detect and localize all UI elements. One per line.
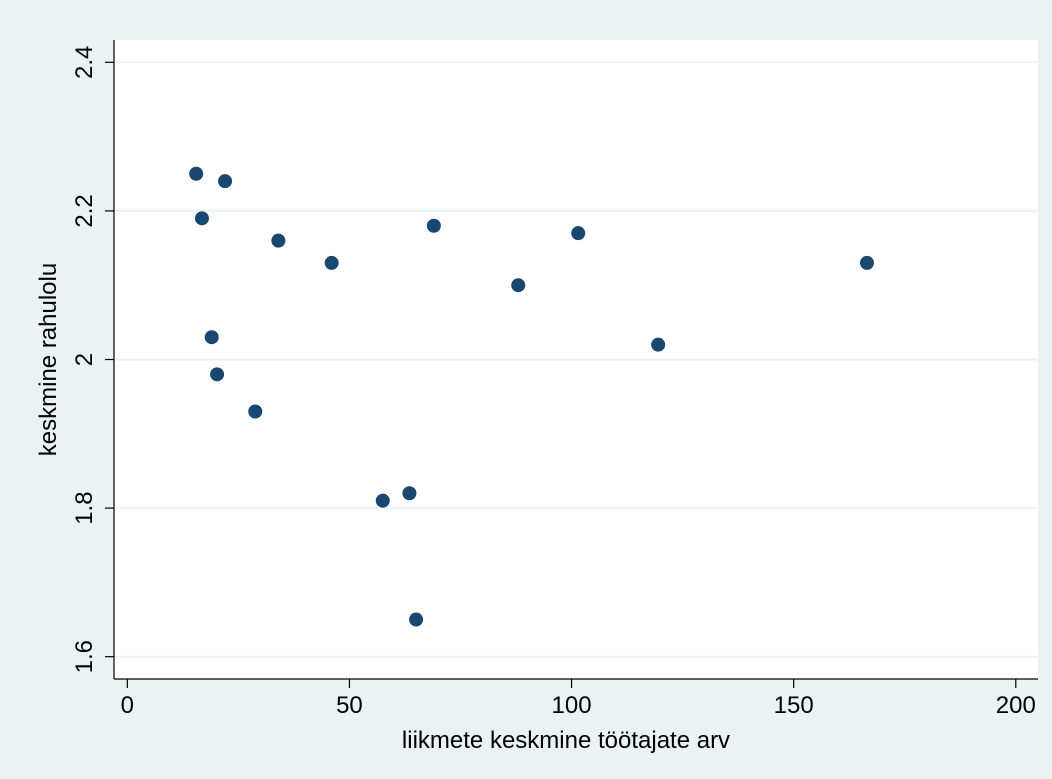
x-tick-label: 50 <box>336 692 363 719</box>
y-tick-label: 1.6 <box>71 640 98 673</box>
y-axis-title: keskmine rahulolu <box>35 263 62 456</box>
data-point <box>218 174 233 189</box>
y-tick-label: 2 <box>71 353 98 366</box>
data-point <box>859 255 874 270</box>
data-point <box>375 493 390 508</box>
data-point <box>248 404 263 419</box>
x-axis-title: liikmete keskmine töötajate arv <box>402 727 730 754</box>
x-tick-label: 200 <box>996 692 1036 719</box>
data-point <box>426 218 441 233</box>
data-point <box>189 166 204 181</box>
data-point <box>210 367 225 382</box>
y-tick-label: 2.4 <box>71 46 98 79</box>
data-point <box>271 233 286 248</box>
y-tick-label: 1.8 <box>71 491 98 524</box>
x-axis-ticks: 0 50 100 150 200 <box>121 679 1036 719</box>
data-point <box>651 337 666 352</box>
data-point <box>402 486 417 501</box>
y-axis-ticks: 1.6 1.8 2 2.2 2.4 <box>71 46 114 673</box>
data-point <box>194 211 209 226</box>
x-tick-label: 150 <box>774 692 814 719</box>
data-point <box>409 612 424 627</box>
data-points <box>189 166 874 627</box>
gridlines <box>114 61 1038 658</box>
x-tick-label: 0 <box>121 692 134 719</box>
y-tick-label: 2.2 <box>71 194 98 227</box>
data-point <box>324 255 339 270</box>
data-point <box>511 278 526 293</box>
data-point <box>204 330 219 345</box>
x-tick-label: 100 <box>552 692 592 719</box>
data-point <box>571 226 586 241</box>
